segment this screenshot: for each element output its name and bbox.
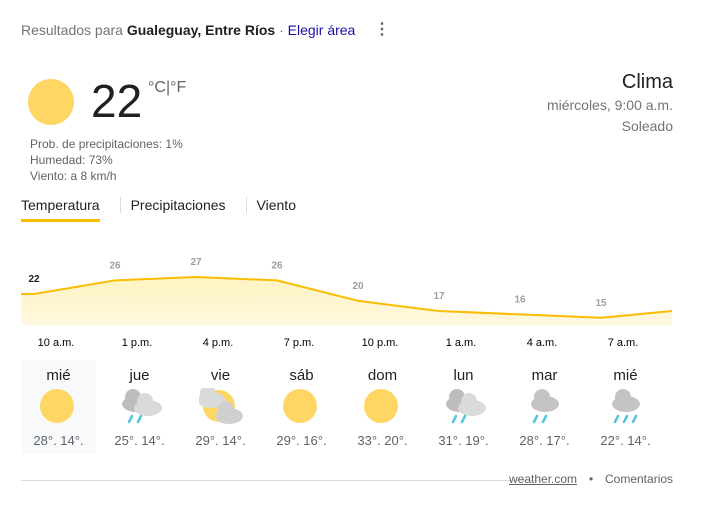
day-temps: 31°. 19°. — [438, 433, 489, 448]
results-prefix: Resultados para — [21, 22, 127, 38]
day-temps: 28°. 14°. — [33, 433, 84, 448]
time-label: 7 p.m. — [284, 337, 315, 349]
sunny-icon — [282, 389, 317, 423]
time-label: 10 a.m. — [38, 337, 75, 349]
day-temps: 29°. 16°. — [276, 433, 327, 448]
high-temp: 25° — [114, 433, 135, 448]
temperature-label: 17 — [433, 291, 445, 302]
low-temp: 14° — [141, 433, 161, 448]
precipitation: Prob. de precipitaciones: 1% — [30, 137, 183, 151]
tab-precipitaciones[interactable]: Precipitaciones — [119, 197, 236, 213]
forecast-day[interactable]: mié 28°. 14°. — [21, 360, 96, 454]
humidity: Humedad: 73% — [30, 153, 113, 167]
datetime: miércoles, 9:00 a.m. — [546, 97, 673, 113]
time-label: 10 p.m. — [362, 337, 399, 349]
rain-icon — [611, 389, 640, 424]
time-label: 7 a.m. — [608, 337, 639, 349]
forecast-day[interactable]: lun 31°. 19°. — [426, 360, 501, 454]
temperature-area — [21, 277, 672, 325]
day-name: jue — [129, 367, 150, 384]
high-temp: 29° — [195, 433, 216, 448]
day-name: lun — [453, 367, 474, 384]
forecast-day[interactable]: vie 29°. 14°. — [183, 360, 258, 454]
wind: Viento: a 8 km/h — [30, 169, 117, 183]
separator: · — [275, 22, 288, 38]
low-temp: 16° — [303, 433, 323, 448]
weather-title: Clima — [621, 71, 673, 93]
high-temp: 22° — [600, 433, 621, 448]
day-name: vie — [210, 367, 231, 384]
day-temps: 28°. 17°. — [519, 433, 570, 448]
temperature-label: 20 — [352, 281, 364, 292]
tab-temperatura[interactable]: Temperatura — [21, 197, 110, 222]
day-temps: 22°. 14°. — [600, 433, 651, 448]
day-temps: 29°. 14°. — [195, 433, 246, 448]
tabs: Temperatura Precipitaciones Viento — [21, 197, 316, 222]
sunny-icon — [39, 389, 74, 423]
sun-icon — [28, 79, 74, 125]
temperature-label: 26 — [109, 260, 121, 271]
temperature-chart: 22 10 a.m. 26 1 p.m. 27 4 p.m. 26 7 p.m. 20 10 p.… — [21, 257, 673, 349]
forecast-day[interactable]: dom 33°. 20°. — [345, 360, 420, 454]
forecast-day[interactable]: mié 22°. 14°. — [588, 360, 663, 454]
rain-cloudy-icon — [121, 389, 162, 424]
time-label: 1 a.m. — [446, 337, 477, 349]
unit-celsius[interactable]: °C — [148, 79, 166, 96]
feedback-link[interactable]: Comentarios — [605, 472, 674, 486]
low-temp: 14° — [627, 433, 647, 448]
high-temp: 31° — [438, 433, 459, 448]
high-temp: 29° — [276, 433, 297, 448]
location: Gualeguay, Entre Ríos — [126, 22, 276, 38]
temperature-label: 15 — [595, 298, 607, 309]
forecast-day[interactable]: sáb 29°. 16°. — [264, 360, 339, 454]
low-temp: 14° — [222, 433, 242, 448]
current-temperature: 22 — [91, 75, 143, 127]
unit-toggle: °C|°F — [148, 79, 186, 97]
temperature-label: 16 — [514, 294, 526, 305]
time-label: 4 a.m. — [527, 337, 558, 349]
partly-cloudy-icon — [196, 385, 243, 424]
sunny-icon — [363, 389, 398, 423]
light-rain-icon — [530, 389, 559, 424]
temperature-label: 27 — [190, 257, 202, 268]
high-temp: 28° — [33, 433, 54, 448]
more-vert-icon[interactable]: ⋮ — [374, 21, 390, 38]
unit-separator: | — [165, 79, 171, 96]
day-temps: 25°. 14°. — [114, 433, 165, 448]
temperature-label: 22 — [28, 274, 40, 285]
day-name: dom — [367, 367, 398, 384]
temperature-label: 26 — [271, 260, 283, 271]
low-temp: 20° — [384, 433, 404, 448]
condition: Soleado — [621, 118, 673, 134]
day-name: mié — [46, 367, 71, 384]
choose-area-link[interactable]: Elegir área — [287, 22, 356, 38]
forecast-day[interactable]: jue 25°. 14°. — [102, 360, 177, 454]
low-temp: 17° — [546, 433, 566, 448]
time-label: 1 p.m. — [122, 337, 153, 349]
results-header: Resultados para Gualeguay, Entre Ríos · … — [21, 22, 355, 38]
forecast-day[interactable]: mar 28°. 17°. — [507, 360, 582, 454]
high-temp: 33° — [357, 433, 378, 448]
time-label: 4 p.m. — [203, 337, 234, 349]
divider — [21, 480, 538, 481]
day-name: mié — [613, 367, 638, 384]
day-name: mar — [531, 367, 558, 384]
unit-fahrenheit[interactable]: °F — [170, 79, 187, 96]
source-link[interactable]: weather.com — [509, 472, 578, 486]
day-temps: 33°. 20°. — [357, 433, 408, 448]
temperature-line — [21, 275, 673, 319]
low-temp: 19° — [465, 433, 485, 448]
high-temp: 28° — [519, 433, 540, 448]
day-name: sáb — [289, 367, 314, 384]
tab-viento[interactable]: Viento — [245, 197, 306, 213]
rain-cloudy-icon — [445, 389, 486, 424]
low-temp: 14° — [60, 433, 80, 448]
footer-dot: • — [589, 472, 594, 486]
